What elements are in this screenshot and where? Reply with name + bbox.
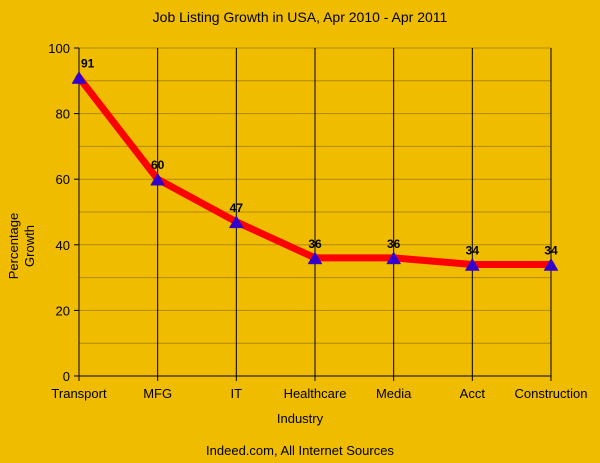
data-label: 36: [387, 237, 401, 251]
data-label: 36: [308, 237, 322, 251]
y-tick-label: 60: [56, 172, 70, 187]
data-label: 34: [466, 243, 480, 257]
data-point-marker: [150, 172, 166, 186]
chart-title: Job Listing Growth in USA, Apr 2010 - Ap…: [153, 9, 448, 25]
y-axis-label-line-1: Percentage: [6, 213, 21, 280]
data-point-marker: [464, 257, 480, 271]
data-point-marker: [71, 71, 87, 84]
x-tick-label: Media: [376, 386, 412, 401]
x-tick-label: Transport: [51, 386, 107, 401]
axes: [74, 48, 551, 381]
data-point-marker: [228, 215, 244, 229]
y-tick-label: 80: [56, 107, 70, 122]
y-tick-label: 0: [63, 369, 70, 384]
x-tick-label: Construction: [515, 386, 588, 401]
series: [71, 71, 559, 271]
x-axis-label: Industry: [277, 411, 324, 426]
data-label: 60: [151, 158, 165, 172]
grid: [78, 47, 552, 376]
y-tick-label: 40: [56, 238, 70, 253]
data-point-marker: [386, 251, 402, 265]
chart-source: Indeed.com, All Internet Sources: [206, 443, 394, 458]
data-label: 34: [544, 243, 558, 257]
y-axis-ticks: 0 20 40 60 80 100: [48, 41, 79, 384]
x-tick-label: Healthcare: [284, 386, 347, 401]
x-axis-ticks: Transport MFG IT Healthcare Media Acct Constru…: [51, 376, 587, 401]
x-tick-label: Acct: [460, 386, 486, 401]
x-tick-label: IT: [231, 386, 243, 401]
y-tick-label: 20: [56, 303, 70, 318]
data-label: 91: [81, 57, 95, 71]
data-labels: 91 60 47 36 36 34 34: [81, 57, 558, 258]
data-label: 47: [230, 201, 244, 215]
data-point-marker: [307, 251, 323, 265]
y-axis-label-line-2: Growth: [22, 225, 37, 267]
x-tick-label: MFG: [143, 386, 172, 401]
y-tick-label: 100: [48, 41, 70, 56]
data-point-marker: [543, 257, 559, 271]
